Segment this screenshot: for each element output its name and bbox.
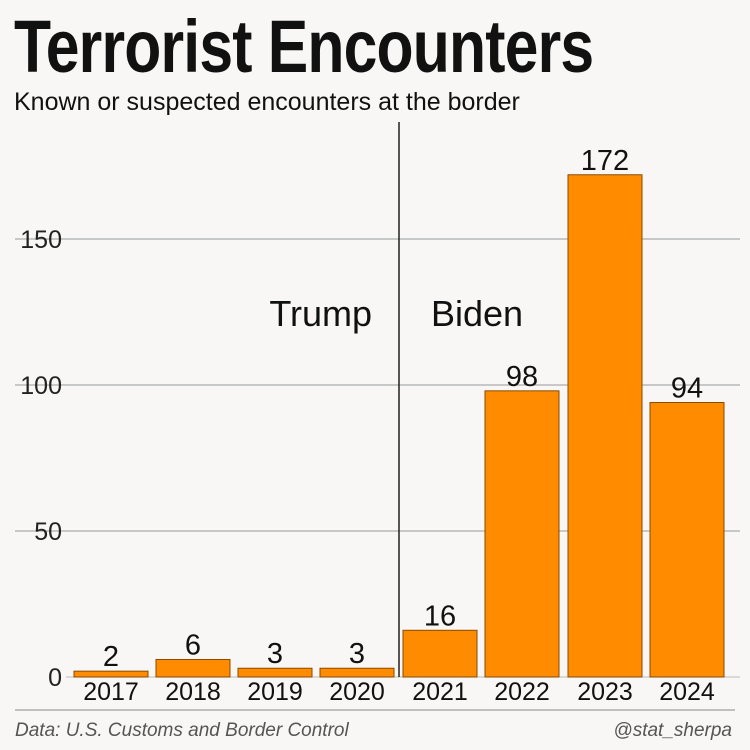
data-label: 98 [506, 361, 538, 393]
x-tick-label: 2022 [494, 678, 550, 706]
bar-2024 [649, 402, 725, 678]
chart-subtitle: Known or suspected encounters at the bor… [14, 88, 520, 116]
annotation-biden: Biden [431, 293, 523, 334]
x-tick-label: 2024 [659, 678, 715, 706]
x-tick-label: 2020 [329, 678, 385, 706]
y-tick-label: 150 [20, 226, 62, 254]
y-tick-label: 50 [34, 518, 62, 546]
data-label: 3 [267, 638, 283, 670]
bar-2017 [73, 670, 149, 678]
y-tick-label: 100 [20, 372, 62, 400]
data-label: 3 [349, 638, 365, 670]
bar-2020 [319, 667, 395, 678]
chart-title: Terrorist Encounters [14, 5, 594, 88]
x-tick-label: 2021 [412, 678, 468, 706]
author-handle: @stat_sherpa [613, 720, 732, 741]
y-tick-label: 0 [48, 664, 62, 692]
bar-2021 [402, 629, 478, 678]
bar-2023 [567, 174, 643, 678]
x-tick-label: 2017 [83, 678, 139, 706]
data-label: 172 [581, 145, 629, 177]
x-tick-label: 2019 [247, 678, 303, 706]
data-label: 16 [424, 600, 456, 632]
annotation-trump: Trump [269, 293, 372, 334]
bar-2019 [237, 667, 313, 678]
bar-2018 [155, 658, 231, 678]
data-label: 6 [185, 629, 201, 661]
data-label: 94 [671, 373, 703, 405]
bar-2022 [484, 390, 560, 678]
x-tick-label: 2023 [577, 678, 633, 706]
data-source: Data: U.S. Customs and Border Control [15, 720, 349, 741]
data-label: 2 [103, 641, 119, 673]
x-tick-label: 2018 [165, 678, 221, 706]
